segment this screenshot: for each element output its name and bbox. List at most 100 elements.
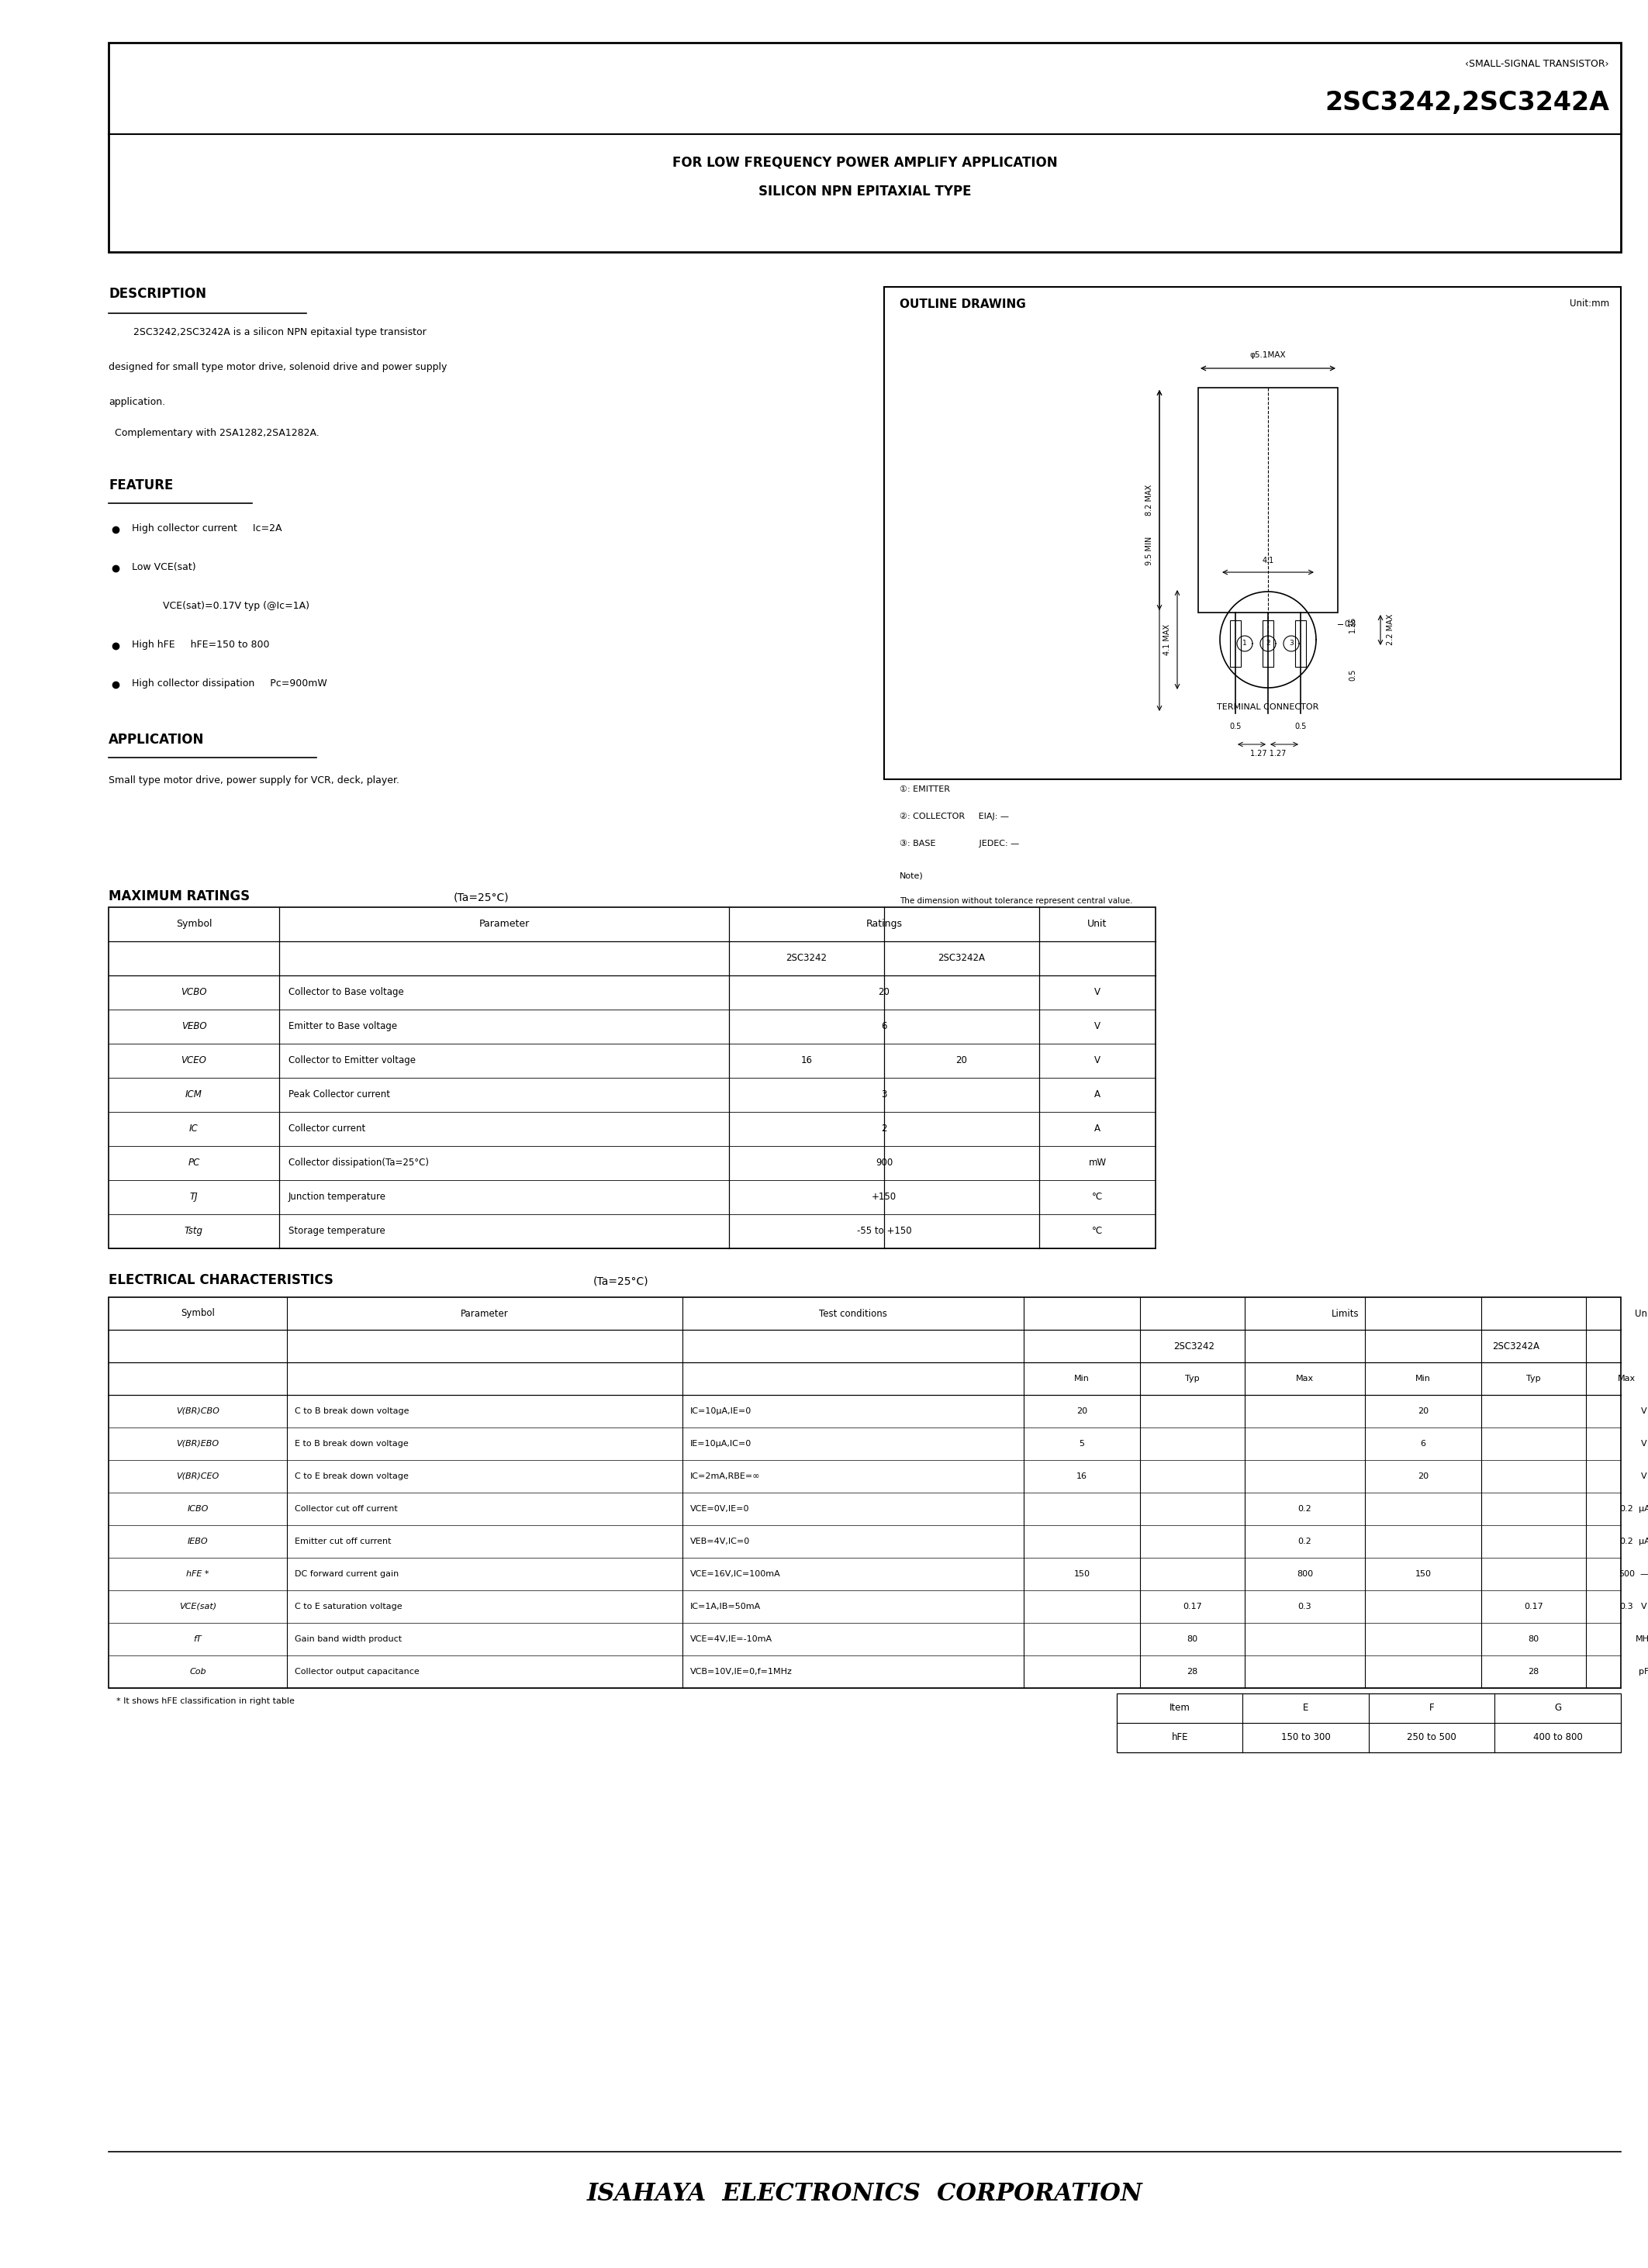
Text: 6: 6: [882, 1021, 887, 1032]
Text: The dimension without tolerance represent central value.: The dimension without tolerance represen…: [900, 898, 1132, 905]
Text: Typ: Typ: [1185, 1374, 1200, 1383]
Text: TJ: TJ: [190, 1193, 198, 1202]
Text: +150: +150: [872, 1193, 897, 1202]
Text: Item: Item: [1170, 1703, 1190, 1712]
Text: 20: 20: [1417, 1472, 1429, 1481]
Text: Collector dissipation(Ta=25°C): Collector dissipation(Ta=25°C): [288, 1159, 428, 1168]
Text: 250 to 500: 250 to 500: [1407, 1733, 1457, 1742]
Text: MH₃: MH₃: [1635, 1635, 1648, 1642]
Text: pF: pF: [1638, 1667, 1648, 1676]
Text: F: F: [1429, 1703, 1434, 1712]
Text: Collector output capacitance: Collector output capacitance: [295, 1667, 419, 1676]
Text: IC=1A,IB=50mA: IC=1A,IB=50mA: [691, 1603, 761, 1610]
Text: 0.2: 0.2: [1299, 1506, 1312, 1513]
Text: 0.2: 0.2: [1299, 1538, 1312, 1545]
Text: Junction temperature: Junction temperature: [288, 1193, 386, 1202]
Text: 800: 800: [1297, 1569, 1313, 1579]
Text: High collector current     Ic=2A: High collector current Ic=2A: [132, 524, 282, 533]
Text: 20: 20: [1417, 1408, 1429, 1415]
Text: Min: Min: [1074, 1374, 1089, 1383]
Text: 150: 150: [1416, 1569, 1430, 1579]
Text: ISAHAYA  ELECTRONICS  CORPORATION: ISAHAYA ELECTRONICS CORPORATION: [587, 2182, 1142, 2207]
Text: Ratings: Ratings: [865, 919, 903, 930]
Text: High collector dissipation     Pc=900mW: High collector dissipation Pc=900mW: [132, 678, 326, 689]
Text: V: V: [1641, 1472, 1646, 1481]
Text: 900: 900: [875, 1159, 893, 1168]
Text: 0.8: 0.8: [1345, 621, 1356, 628]
Text: A: A: [1094, 1125, 1101, 1134]
Text: application.: application.: [109, 397, 165, 406]
Text: FEATURE: FEATURE: [109, 479, 173, 492]
Text: E to B break down voltage: E to B break down voltage: [295, 1440, 409, 1447]
Bar: [1262, 621, 1274, 667]
Text: 80: 80: [1528, 1635, 1539, 1642]
Text: hFE *: hFE *: [186, 1569, 209, 1579]
Text: High hFE     hFE=150 to 800: High hFE hFE=150 to 800: [132, 640, 270, 651]
Text: Emitter to Base voltage: Emitter to Base voltage: [288, 1021, 397, 1032]
Text: Emitter cut off current: Emitter cut off current: [295, 1538, 391, 1545]
Text: (Ta=25°C): (Ta=25°C): [453, 894, 509, 903]
Text: Note): Note): [900, 873, 923, 880]
Text: fT: fT: [194, 1635, 201, 1642]
Text: C to E saturation voltage: C to E saturation voltage: [295, 1603, 402, 1610]
Text: VCE=0V,IE=0: VCE=0V,IE=0: [691, 1506, 750, 1513]
Text: 0.3: 0.3: [1620, 1603, 1633, 1610]
Text: MAXIMUM RATINGS: MAXIMUM RATINGS: [109, 889, 250, 903]
Bar: [1295, 621, 1305, 667]
Text: Complementary with 2SA1282,2SA1282A.: Complementary with 2SA1282,2SA1282A.: [109, 429, 320, 438]
Text: FOR LOW FREQUENCY POWER AMPLIFY APPLICATION: FOR LOW FREQUENCY POWER AMPLIFY APPLICAT…: [672, 156, 1058, 170]
Text: Collector to Base voltage: Collector to Base voltage: [288, 987, 404, 998]
Bar: [883, 286, 1622, 780]
Text: Unit: Unit: [1635, 1309, 1648, 1318]
Text: Max: Max: [1295, 1374, 1313, 1383]
Text: G: G: [1554, 1703, 1561, 1712]
Text: * It shows hFE classification in right table: * It shows hFE classification in right t…: [117, 1696, 295, 1706]
Text: Parameter: Parameter: [480, 919, 529, 930]
Text: VCE=16V,IC=100mA: VCE=16V,IC=100mA: [691, 1569, 781, 1579]
Text: 0.5: 0.5: [1295, 723, 1307, 730]
Text: 0.5: 0.5: [1348, 669, 1356, 680]
Text: Collector current: Collector current: [288, 1125, 366, 1134]
Text: V(BR)CBO: V(BR)CBO: [176, 1408, 219, 1415]
Text: (Ta=25°C): (Ta=25°C): [593, 1277, 649, 1288]
Text: designed for small type motor drive, solenoid drive and power supply: designed for small type motor drive, sol…: [109, 363, 447, 372]
Text: VCE=4V,IE=-10mA: VCE=4V,IE=-10mA: [691, 1635, 773, 1642]
Text: V: V: [1094, 1055, 1101, 1066]
Text: 80: 80: [1187, 1635, 1198, 1642]
Text: ICM: ICM: [185, 1091, 203, 1100]
Text: 2SC3242,2SC3242A is a silicon NPN epitaxial type transistor: 2SC3242,2SC3242A is a silicon NPN epitax…: [109, 327, 427, 338]
Text: ③: BASE                JEDEC: —: ③: BASE JEDEC: —: [900, 839, 1018, 848]
Text: Symbol: Symbol: [181, 1309, 214, 1318]
Text: OUTLINE DRAWING: OUTLINE DRAWING: [900, 299, 1025, 311]
Text: 1: 1: [1243, 640, 1248, 646]
Text: 20: 20: [878, 987, 890, 998]
Text: VCEO: VCEO: [181, 1055, 206, 1066]
Text: 28: 28: [1187, 1667, 1198, 1676]
Text: V: V: [1641, 1440, 1646, 1447]
Text: 3: 3: [1289, 640, 1294, 646]
Text: APPLICATION: APPLICATION: [109, 733, 204, 746]
Text: VCE(sat): VCE(sat): [180, 1603, 216, 1610]
Text: 400 to 800: 400 to 800: [1533, 1733, 1582, 1742]
Text: IE=10μA,IC=0: IE=10μA,IC=0: [691, 1440, 751, 1447]
Text: 5: 5: [1079, 1440, 1084, 1447]
Text: VCB=10V,IE=0,f=1MHz: VCB=10V,IE=0,f=1MHz: [691, 1667, 793, 1676]
Text: SILICON NPN EPITAXIAL TYPE: SILICON NPN EPITAXIAL TYPE: [758, 184, 971, 200]
Text: 0.2: 0.2: [1620, 1506, 1633, 1513]
Text: 0.2: 0.2: [1620, 1538, 1633, 1545]
Bar: [1229, 621, 1241, 667]
Text: TERMINAL CONNECTOR: TERMINAL CONNECTOR: [1216, 703, 1318, 712]
Text: ELECTRICAL CHARACTERISTICS: ELECTRICAL CHARACTERISTICS: [109, 1272, 333, 1288]
Text: ①: EMITTER: ①: EMITTER: [900, 785, 949, 794]
Text: Test conditions: Test conditions: [819, 1309, 887, 1318]
Text: Storage temperature: Storage temperature: [288, 1227, 386, 1236]
Text: 2SC3242: 2SC3242: [786, 953, 827, 964]
Bar: [109, 1297, 1622, 1687]
Text: 4.1: 4.1: [1262, 556, 1274, 565]
Text: VEB=4V,IC=0: VEB=4V,IC=0: [691, 1538, 750, 1545]
Text: 20: 20: [1076, 1408, 1088, 1415]
Text: Collector to Emitter voltage: Collector to Emitter voltage: [288, 1055, 415, 1066]
Text: V: V: [1094, 987, 1101, 998]
Text: DC forward current gain: DC forward current gain: [295, 1569, 399, 1579]
Text: IC: IC: [190, 1125, 198, 1134]
